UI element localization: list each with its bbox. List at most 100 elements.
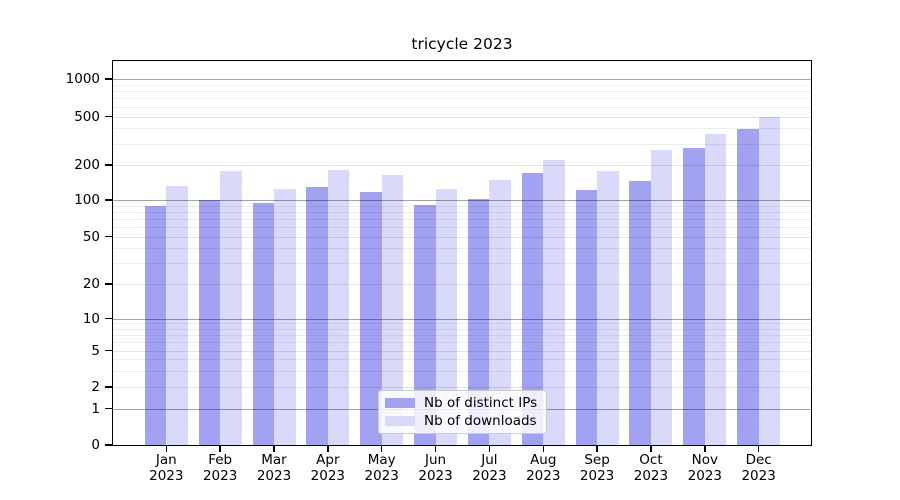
- x-tick-mark-oct-2023: [650, 445, 652, 452]
- gridline-600: [113, 106, 811, 108]
- y-tick-mark-500: [105, 115, 112, 118]
- gridline-4: [113, 359, 811, 361]
- legend-item-nb-of-distinct-ips: Nb of distinct IPs: [385, 395, 540, 411]
- gridline-1000: [113, 79, 811, 80]
- x-tick-mark-jul-2023: [488, 445, 491, 452]
- gridline-7: [113, 334, 811, 336]
- y-tick-label-200: 200: [74, 157, 100, 173]
- bar-nb-of-distinct-ips-apr-2023: [306, 187, 328, 445]
- y-tick-mark-2: [105, 386, 112, 388]
- bar-nb-of-downloads-oct-2023: [650, 149, 673, 445]
- bar-nb-of-distinct-ips-feb-2023: [198, 200, 221, 445]
- x-tick-mark-nov-2023: [704, 445, 706, 452]
- gridline-6: [113, 342, 811, 344]
- x-tick-mark-jan-2023: [165, 445, 168, 452]
- x-tick-mark-mar-2023: [273, 445, 275, 452]
- legend-swatch-nb-of-downloads: [385, 416, 415, 426]
- bar-nb-of-downloads-aug-2023: [543, 159, 565, 445]
- x-tick-label-mar-2023: Mar 2023: [256, 452, 292, 484]
- x-tick-mark-feb-2023: [219, 445, 221, 452]
- y-tick-mark-0: [105, 444, 112, 446]
- bar-nb-of-distinct-ips-jul-2023: [467, 198, 490, 445]
- y-tick-label-100: 100: [74, 192, 100, 208]
- legend-label-nb-of-downloads: Nb of downloads: [424, 413, 537, 429]
- x-tick-mark-may-2023: [380, 445, 383, 452]
- y-tick-label-500: 500: [74, 108, 100, 125]
- gridline-30: [113, 262, 811, 264]
- chart-title: tricycle 2023: [411, 35, 513, 53]
- legend-item-nb-of-downloads: Nb of downloads: [385, 413, 540, 429]
- y-tick-label-1000: 1000: [65, 71, 100, 87]
- gridline-3: [113, 370, 811, 372]
- gridline-200: [113, 165, 811, 166]
- bar-nb-of-distinct-ips-sep-2023: [575, 190, 598, 445]
- gridline-300: [113, 143, 811, 145]
- gridline-8: [113, 328, 811, 330]
- gridline-100: [113, 200, 811, 201]
- bar-nb-of-distinct-ips-may-2023: [360, 191, 382, 445]
- gridline-70: [113, 218, 811, 220]
- x-tick-label-oct-2023: Oct 2023: [633, 452, 669, 484]
- x-tick-label-sep-2023: Sep 2023: [579, 452, 615, 484]
- bar-nb-of-downloads-jan-2023: [166, 185, 188, 445]
- bar-nb-of-downloads-mar-2023: [274, 189, 296, 445]
- y-tick-label-5: 5: [91, 342, 100, 359]
- bar-nb-of-distinct-ips-nov-2023: [683, 148, 705, 445]
- x-tick-mark-sep-2023: [596, 445, 598, 452]
- bar-nb-of-downloads-feb-2023: [220, 170, 242, 445]
- bar-nb-of-downloads-apr-2023: [327, 169, 350, 445]
- x-tick-label-feb-2023: Feb 2023: [202, 452, 238, 484]
- plot-area: [113, 61, 811, 445]
- gridline-50: [113, 236, 811, 238]
- y-tick-label-2: 2: [91, 379, 100, 395]
- y-tick-mark-100: [105, 199, 112, 201]
- gridline-20: [113, 284, 811, 285]
- y-tick-label-10: 10: [82, 310, 100, 327]
- legend-swatch-nb-of-distinct-ips: [385, 398, 415, 408]
- y-tick-label-0: 0: [91, 437, 100, 453]
- y-tick-mark-200: [105, 164, 112, 166]
- gridline-9: [113, 323, 811, 325]
- bar-nb-of-downloads-jun-2023: [435, 188, 458, 445]
- y-tick-mark-10: [105, 317, 112, 320]
- gridline-500: [113, 116, 811, 118]
- bar-nb-of-downloads-dec-2023: [758, 116, 781, 445]
- legend-label-nb-of-distinct-ips: Nb of distinct IPs: [424, 395, 538, 411]
- x-tick-label-jul-2023: Jul 2023: [472, 452, 507, 484]
- x-tick-label-aug-2023: Aug 2023: [526, 452, 561, 484]
- x-tick-mark-jun-2023: [434, 445, 437, 452]
- gridline-60: [113, 226, 811, 228]
- bar-nb-of-distinct-ips-jan-2023: [144, 206, 167, 445]
- gridline-400: [113, 128, 811, 130]
- gridline-900: [113, 84, 811, 86]
- gridline-10: [113, 318, 811, 320]
- gridline-90: [113, 205, 811, 207]
- y-tick-mark-1: [105, 407, 112, 410]
- x-tick-label-nov-2023: Nov 2023: [687, 452, 722, 484]
- bar-nb-of-downloads-sep-2023: [597, 171, 619, 445]
- legend: Nb of distinct IPs Nb of downloads: [378, 390, 547, 434]
- bar-nb-of-downloads-nov-2023: [704, 134, 727, 445]
- x-tick-mark-aug-2023: [542, 445, 544, 452]
- x-tick-label-apr-2023: Apr 2023: [310, 452, 346, 484]
- gridline-800: [113, 91, 811, 93]
- gridline-80: [113, 211, 811, 213]
- gridline-40: [113, 248, 811, 250]
- gridline-5: [113, 350, 811, 352]
- bar-nb-of-distinct-ips-aug-2023: [521, 172, 544, 445]
- y-tick-mark-5: [105, 349, 112, 352]
- y-tick-label-50: 50: [82, 228, 100, 245]
- x-tick-mark-apr-2023: [327, 445, 329, 452]
- bar-nb-of-distinct-ips-jun-2023: [414, 204, 436, 445]
- y-tick-label-20: 20: [82, 276, 100, 292]
- x-tick-label-dec-2023: Dec 2023: [741, 452, 776, 484]
- bar-nb-of-distinct-ips-mar-2023: [252, 202, 274, 445]
- x-tick-label-may-2023: May 2023: [364, 452, 399, 484]
- y-tick-label-1: 1: [91, 400, 100, 417]
- x-tick-mark-dec-2023: [757, 445, 760, 452]
- y-tick-mark-20: [105, 283, 112, 285]
- gridline-700: [113, 98, 811, 100]
- bar-nb-of-distinct-ips-oct-2023: [629, 181, 651, 445]
- gridline-2: [113, 387, 811, 388]
